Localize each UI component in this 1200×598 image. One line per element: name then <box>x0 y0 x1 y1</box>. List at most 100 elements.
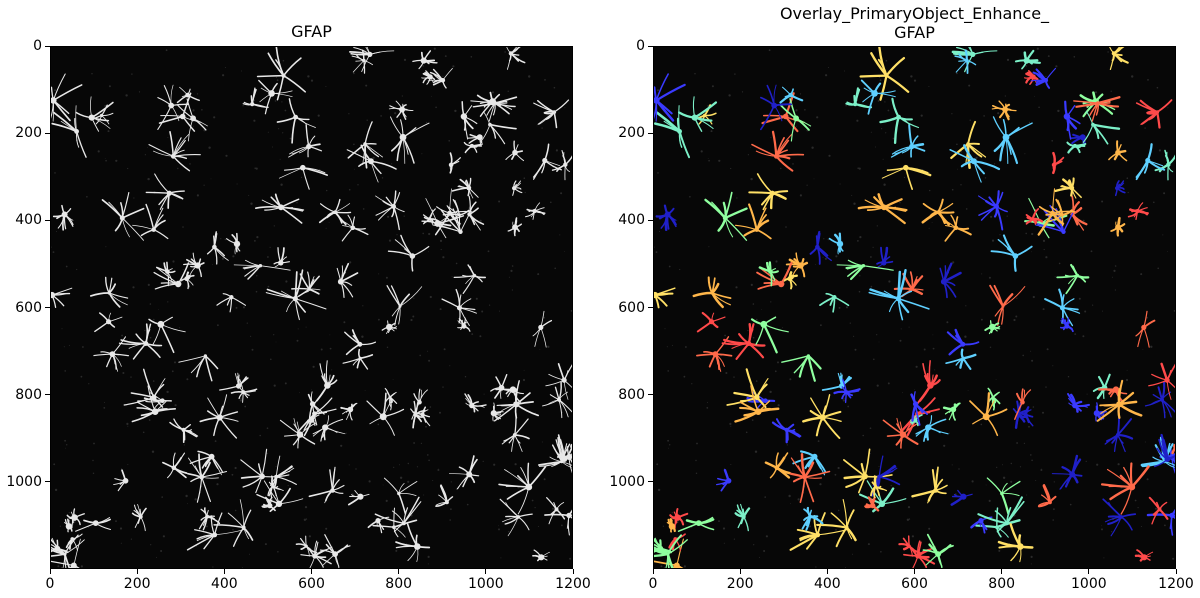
y-tick-label: 1000 <box>6 473 42 490</box>
x-tick <box>1088 569 1090 574</box>
panel-title: GFAP <box>291 22 332 41</box>
cell <box>213 499 254 547</box>
cell <box>101 192 145 241</box>
cell <box>721 323 766 360</box>
y-tick-label: 200 <box>15 125 42 142</box>
cell <box>1108 140 1128 162</box>
cell <box>1012 400 1029 429</box>
x-tick-label: 200 <box>123 576 151 592</box>
cell <box>1154 433 1175 468</box>
cell <box>51 287 73 309</box>
cell <box>51 105 87 158</box>
cell <box>868 268 930 321</box>
y-tick <box>648 307 653 308</box>
cell <box>1102 498 1137 537</box>
cell <box>51 534 85 568</box>
cell <box>909 414 923 427</box>
cell <box>381 320 398 334</box>
cell <box>226 232 241 255</box>
cell <box>860 79 896 115</box>
cell <box>1135 310 1156 348</box>
cell <box>464 393 487 413</box>
cell <box>666 518 676 533</box>
cell <box>1014 49 1041 70</box>
cell <box>954 49 977 75</box>
cell <box>915 415 949 442</box>
cell <box>871 455 901 497</box>
cell <box>143 392 172 411</box>
cell <box>89 276 129 308</box>
cell <box>457 317 471 332</box>
cell <box>427 68 453 89</box>
cell <box>448 455 480 490</box>
cell <box>319 534 351 568</box>
cell <box>176 98 208 142</box>
cell <box>383 477 418 515</box>
y-tick-label: 600 <box>15 299 42 316</box>
cell <box>816 499 857 548</box>
x-tick-label: 1000 <box>468 576 504 592</box>
x-tick <box>49 569 51 574</box>
cell <box>93 336 130 372</box>
cell <box>876 246 894 268</box>
cell <box>1096 379 1143 422</box>
cell <box>479 111 517 145</box>
cell <box>261 496 276 512</box>
cell <box>162 452 188 479</box>
cell <box>859 47 910 101</box>
cell <box>51 73 83 122</box>
cell <box>879 97 920 144</box>
cell <box>882 417 920 449</box>
y-tick <box>45 394 50 396</box>
cell <box>1146 508 1175 536</box>
cell <box>781 354 822 382</box>
cell <box>256 47 306 101</box>
y-tick-label: 400 <box>618 212 645 229</box>
cell <box>346 144 397 183</box>
cell <box>498 462 547 515</box>
x-tick-label: 600 <box>901 576 928 592</box>
cell <box>279 418 317 449</box>
y-tick-label: 1000 <box>609 473 645 490</box>
cell <box>789 452 831 504</box>
cell <box>1035 204 1074 234</box>
y-tick-label: 400 <box>15 212 42 229</box>
cell <box>544 509 572 536</box>
cell <box>312 415 346 442</box>
cell <box>734 203 772 240</box>
cell <box>94 312 123 333</box>
cell <box>1051 454 1083 490</box>
cell <box>1063 100 1081 140</box>
cell <box>922 533 954 568</box>
cell <box>734 385 780 423</box>
cell <box>118 323 163 360</box>
cell <box>910 391 928 426</box>
cell <box>505 140 525 162</box>
cell <box>949 144 1001 183</box>
cell <box>654 287 676 309</box>
cell <box>992 116 1033 165</box>
gfap-image <box>50 46 573 569</box>
cell <box>75 517 112 532</box>
cell <box>463 141 484 154</box>
cell <box>748 173 789 211</box>
cell <box>388 100 414 120</box>
cell <box>512 180 523 196</box>
cell <box>278 164 329 190</box>
cell <box>308 466 345 504</box>
cell <box>216 293 247 313</box>
y-tick <box>648 132 653 134</box>
cell <box>696 311 726 333</box>
cell <box>545 363 572 400</box>
y-tick-label: 600 <box>618 299 645 316</box>
cell <box>942 402 961 421</box>
cell <box>760 84 793 131</box>
cell <box>199 394 239 439</box>
cell <box>984 320 1001 335</box>
cell <box>254 193 305 224</box>
cell <box>943 214 972 242</box>
cell <box>764 452 791 479</box>
x-tick <box>136 569 138 574</box>
cell <box>677 96 718 132</box>
